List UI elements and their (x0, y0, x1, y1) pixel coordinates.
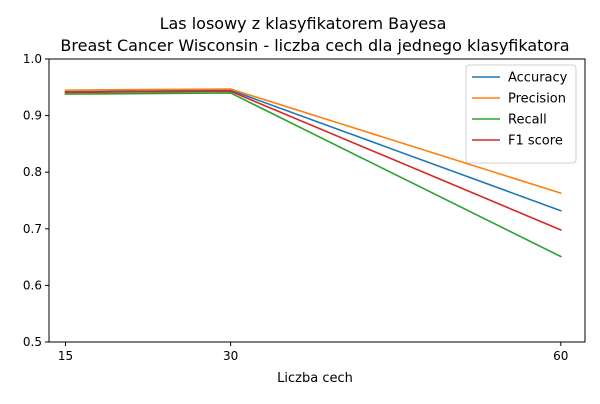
x-tick-label: 30 (223, 349, 238, 363)
plot-area: 0.5 0.6 0.7 0.8 0.9 1.0 15 30 60 (23, 52, 586, 363)
legend-label-3: F1 score (508, 134, 563, 149)
series-line-3 (64, 90, 562, 231)
legend-label-0: Accuracy (508, 71, 568, 86)
series-line-1 (64, 88, 562, 195)
legend: Accuracy Precision Recall F1 score (465, 64, 577, 164)
y-tick-label: 0.8 (23, 165, 42, 179)
chart-subtitle: Breast Cancer Wisconsin - liczba cech dl… (60, 36, 569, 55)
y-tick-label: 1.0 (23, 52, 42, 66)
y-tick-label: 0.9 (23, 109, 42, 123)
chart-title: Las losowy z klasyfikatorem Bayesa (160, 14, 447, 33)
x-axis-label: Liczba cech (277, 371, 353, 386)
x-tick-label: 60 (553, 349, 568, 363)
y-tick-label: 0.6 (23, 278, 42, 292)
plot-frame (48, 58, 586, 343)
y-tick-label: 0.7 (23, 222, 42, 236)
y-tick-label: 0.5 (23, 335, 42, 349)
legend-box (465, 64, 577, 164)
x-tick-label: 15 (58, 349, 73, 363)
legend-label-2: Recall (508, 113, 547, 128)
legend-label-1: Precision (508, 92, 566, 107)
series-line-2 (64, 92, 562, 258)
